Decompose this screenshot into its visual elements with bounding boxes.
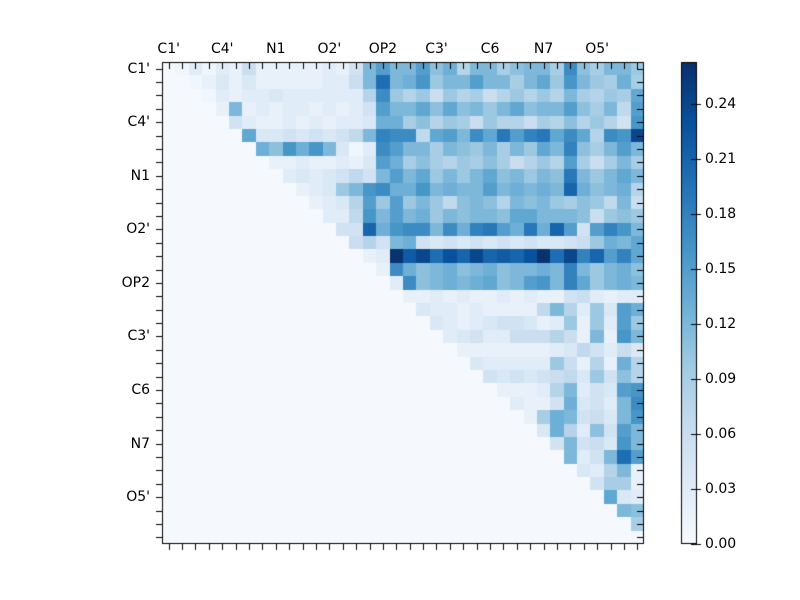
x-axis-tick-label: OP2 [368,41,398,57]
y-axis-tick-label: OP2 [121,274,150,291]
colorbar-tick-label: 0.03 [705,481,737,498]
y-axis-tick-label: N1 [130,167,150,184]
y-axis-tick-label: C6 [131,382,150,399]
x-axis-tick-label: N7 [533,41,554,57]
x-axis-tick-label: C4' [210,41,234,57]
colorbar-tick-label: 0.09 [705,371,737,388]
x-axis-tick-label: O2' [317,41,342,57]
x-axis-tick-label: N1 [266,41,286,57]
y-axis-tick-label: O5' [126,489,150,506]
colorbar-tick-label: 0.06 [705,426,737,443]
x-axis-tick-label: C3' [425,41,448,57]
colorbar-tick-label: 0.21 [705,151,737,168]
colorbar-tick-label: 0.12 [705,316,737,333]
y-axis-tick-label: O2' [126,221,150,238]
x-axis-tick-label: C1' [157,41,180,57]
y-axis-tick-label: C4' [127,114,150,131]
x-axis-tick-label: C6 [480,41,500,57]
y-axis-tick-label: N7 [130,435,150,452]
colorbar-tick-label: 0.18 [705,206,737,223]
x-axis-tick-label: O5' [585,41,610,57]
colorbar-tick-label: 0.00 [705,536,737,552]
y-axis-tick-label: C3' [127,328,150,345]
colorbar-tick-label: 0.24 [705,96,737,113]
colorbar-tick-label: 0.15 [705,261,737,278]
y-axis-tick-label: C1' [127,60,150,77]
